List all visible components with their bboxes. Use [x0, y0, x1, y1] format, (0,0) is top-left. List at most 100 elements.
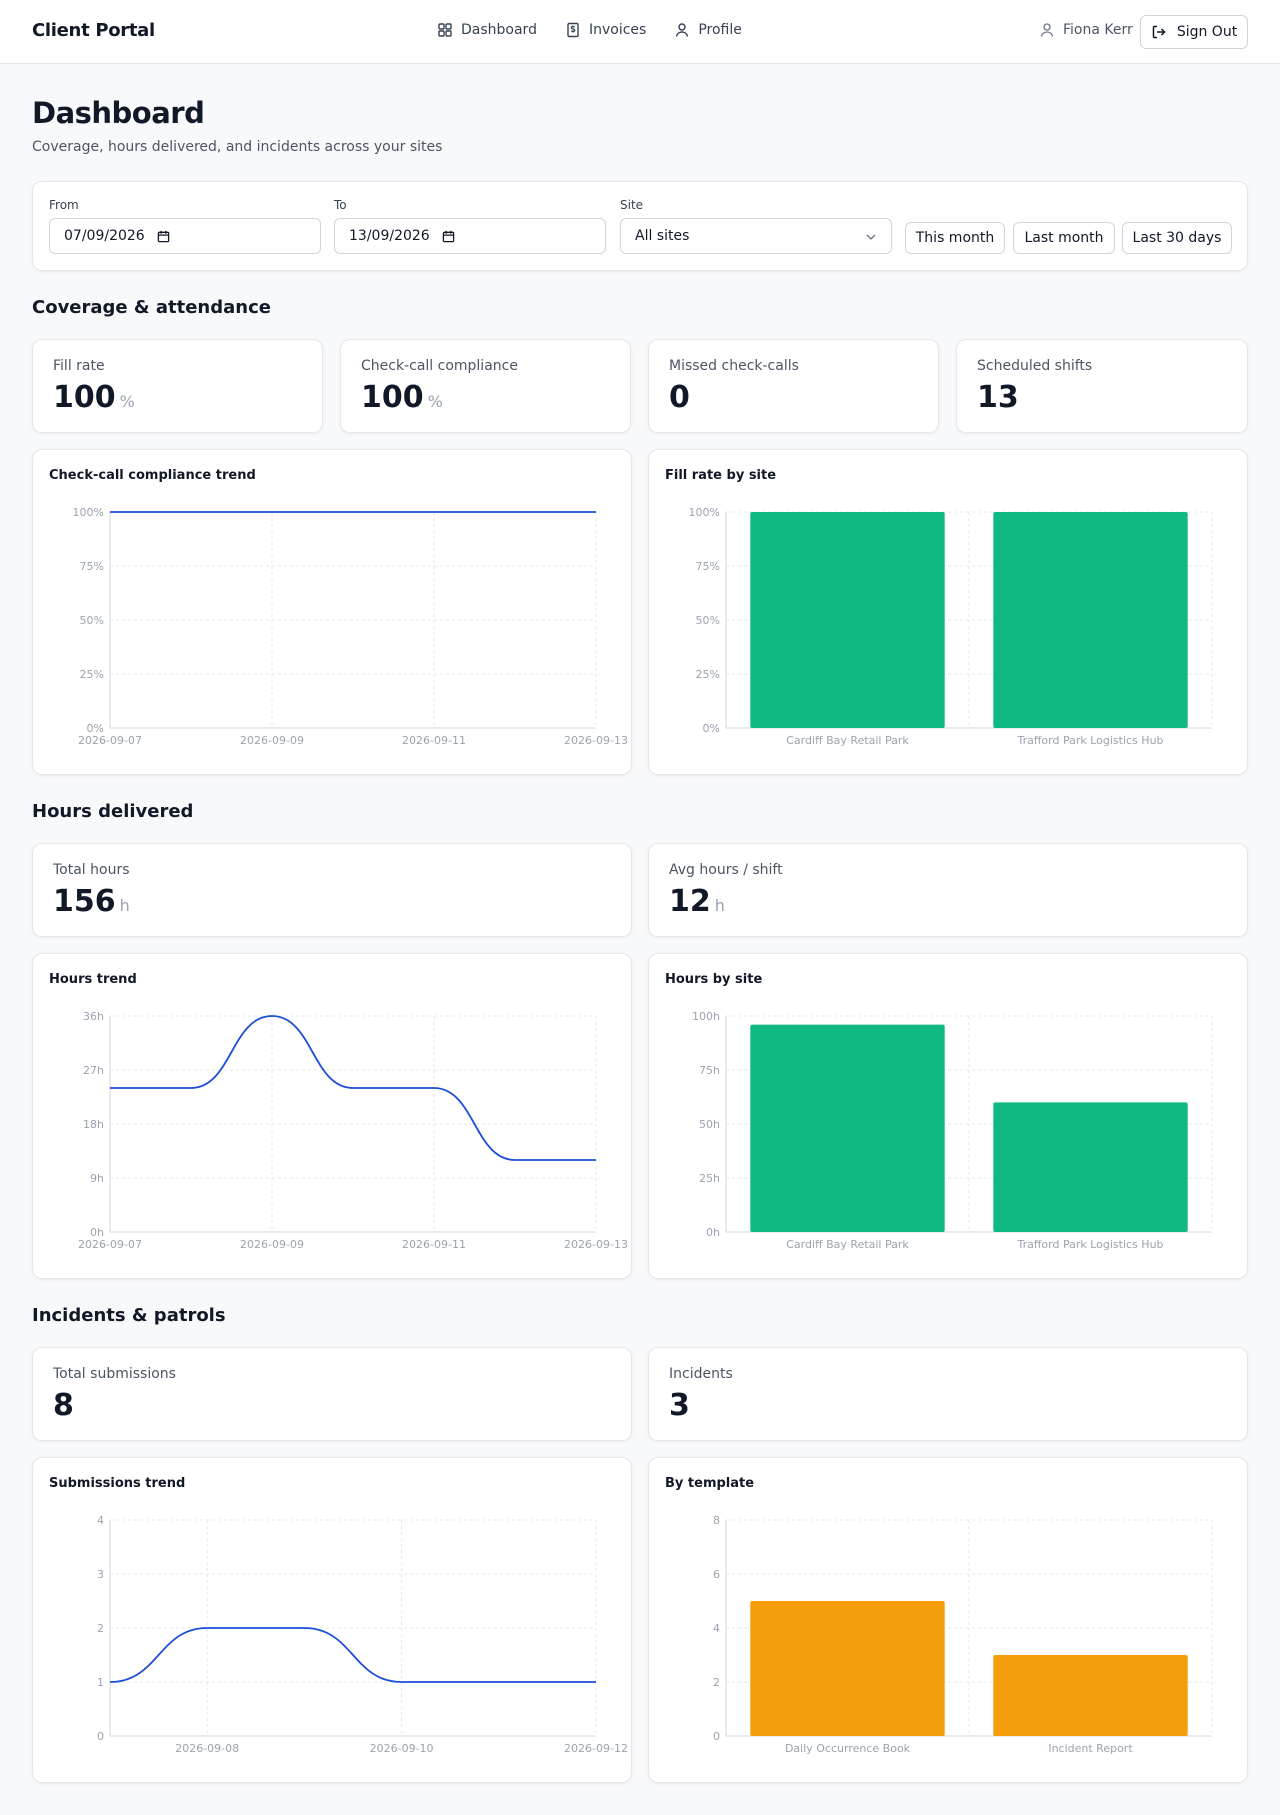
stat-card-total-hours: Total hours 156 h	[32, 843, 632, 937]
stat-value: 100%	[53, 380, 135, 415]
chart-title: Check-call compliance trend	[49, 468, 256, 483]
chart-svg: 0h 25h 50h 75h 100h Cardiff Bay Retail Park Tr…	[692, 1010, 1213, 1251]
y-tick-label: 75%	[696, 560, 720, 573]
bar	[993, 1102, 1188, 1232]
stat-value: 100%	[361, 380, 443, 415]
this-month-button[interactable]: This month	[905, 222, 1005, 254]
stat-card-total-submissions: Total submissions 8	[32, 1347, 632, 1441]
y-tick-label: 9h	[90, 1172, 104, 1185]
site-select[interactable]: All sites	[620, 218, 892, 254]
y-tick-label: 100%	[689, 506, 720, 519]
site-select-value: All sites	[635, 228, 690, 244]
stat-label: Scheduled shifts	[977, 358, 1093, 374]
y-tick-label: 6	[713, 1568, 720, 1581]
to-date-input[interactable]: 13/09/2026	[334, 218, 606, 254]
last-30-days-button[interactable]: Last 30 days	[1122, 222, 1232, 254]
stat-value: 8	[53, 1388, 74, 1423]
series-line	[110, 1015, 596, 1161]
user-name: Fiona Kerr	[1063, 22, 1133, 38]
stat-label: Avg hours / shift	[669, 862, 783, 878]
user-icon	[1040, 23, 1054, 37]
y-tick-label: 75%	[80, 560, 104, 573]
from-date-input[interactable]: 07/09/2026	[49, 218, 321, 254]
x-tick-label: Daily Occurrence Book	[785, 1742, 911, 1755]
from-date-value: 07/09/2026	[64, 228, 145, 244]
y-tick-label: 0	[713, 1730, 720, 1743]
section-title-coverage: Coverage & attendance	[32, 297, 271, 318]
chart-svg: 0% 25% 50% 75% 100% Cardiff Bay Retail Park Tr…	[689, 506, 1213, 747]
chart-svg: 0% 25% 50% 75% 100% 2026-09-07 2026-09-09 2026-…	[73, 506, 628, 747]
y-tick-label: 8	[713, 1514, 720, 1527]
y-tick-label: 0h	[706, 1226, 720, 1239]
chart-card-submissions-trend: Submissions trend 0 1 2 3 4 2026-09-08 2026-09…	[32, 1457, 632, 1783]
y-tick-label: 4	[713, 1622, 720, 1635]
stat-value: 13	[977, 380, 1019, 415]
y-tick-label: 0	[97, 1730, 104, 1743]
y-tick-label: 50%	[80, 614, 104, 627]
grid-icon	[438, 23, 452, 37]
x-tick-label: Trafford Park Logistics Hub	[1016, 1238, 1163, 1251]
last-month-button[interactable]: Last month	[1013, 222, 1115, 254]
main-nav: Dashboard Invoices Profile	[437, 22, 742, 38]
nav-item-profile[interactable]: Profile	[674, 22, 742, 38]
x-tick-label: 2026-09-07	[78, 1238, 142, 1251]
from-label: From	[49, 198, 79, 212]
x-tick-label: 2026-09-11	[402, 1238, 466, 1251]
chart-svg: 0 2 4 6 8 Daily Occurrence Book Incident Repor…	[713, 1514, 1213, 1755]
stat-label: Check-call compliance	[361, 358, 518, 374]
bar	[750, 1024, 945, 1232]
x-tick-label: Cardiff Bay Retail Park	[786, 734, 909, 747]
chart-card-fill-rate-by-site: Fill rate by site 0% 25% 50% 75% 100% Cardiff…	[648, 449, 1248, 775]
x-tick-label: 2026-09-07	[78, 734, 142, 747]
y-tick-label: 25%	[80, 668, 104, 681]
chart-svg: 0 1 2 3 4 2026-09-08 2026-09-10 2026-09-12	[97, 1514, 628, 1755]
stat-number: 100	[53, 380, 116, 415]
y-tick-label: 0%	[703, 722, 720, 735]
y-tick-label: 2	[713, 1676, 720, 1689]
y-tick-label: 100%	[73, 506, 104, 519]
stat-card-incidents: Incidents 3	[648, 1347, 1248, 1441]
chart-title: Hours by site	[665, 972, 763, 987]
sign-out-label: Sign Out	[1176, 24, 1238, 40]
bar	[750, 512, 945, 728]
stat-card-fill-rate: Fill rate 100%	[32, 339, 323, 433]
sign-out-button[interactable]: Sign Out	[1140, 15, 1248, 49]
y-tick-label: 27h	[83, 1064, 104, 1077]
nav-label: Dashboard	[461, 22, 537, 38]
stat-label: Total hours	[53, 862, 130, 878]
nav-item-dashboard[interactable]: Dashboard	[437, 22, 537, 38]
x-tick-label: 2026-09-08	[175, 1742, 239, 1755]
section-title-incidents: Incidents & patrols	[32, 1305, 226, 1326]
stat-label: Missed check-calls	[669, 358, 799, 374]
y-tick-label: 2	[97, 1622, 104, 1635]
stat-card-check-call-compliance: Check-call compliance 100%	[340, 339, 631, 433]
top-navigation-bar: Client Portal Dashboard Invoices Profile…	[0, 0, 1280, 64]
stat-number: 12	[669, 884, 711, 919]
y-tick-label: 25h	[699, 1172, 720, 1185]
x-tick-label: 2026-09-12	[564, 1742, 628, 1755]
to-label: To	[334, 198, 347, 212]
y-tick-label: 3	[97, 1568, 104, 1581]
stat-label: Incidents	[669, 1366, 733, 1382]
nav-item-invoices[interactable]: Invoices	[565, 22, 646, 38]
chart-title: Hours trend	[49, 972, 137, 987]
page-subtitle: Coverage, hours delivered, and incidents…	[32, 139, 443, 155]
x-tick-label: Cardiff Bay Retail Park	[786, 1238, 909, 1251]
current-user: Fiona Kerr	[1039, 22, 1133, 38]
calendar-icon[interactable]	[442, 230, 455, 243]
chart-title: Fill rate by site	[665, 468, 777, 483]
stat-number: 156	[53, 884, 116, 919]
y-tick-label: 75h	[699, 1064, 720, 1077]
calendar-icon[interactable]	[157, 230, 170, 243]
y-tick-label: 50h	[699, 1118, 720, 1131]
y-tick-label: 0%	[87, 722, 104, 735]
document-dollar-icon	[567, 22, 579, 38]
bar	[750, 1601, 945, 1736]
brand-logo-text[interactable]: Client Portal	[32, 20, 155, 41]
x-tick-label: Trafford Park Logistics Hub	[1016, 734, 1163, 747]
chart-title: Submissions trend	[49, 1476, 186, 1491]
chevron-down-icon	[866, 234, 876, 240]
stat-value: 3	[669, 1388, 690, 1423]
bar	[993, 1655, 1188, 1736]
stat-label: Fill rate	[53, 358, 105, 374]
